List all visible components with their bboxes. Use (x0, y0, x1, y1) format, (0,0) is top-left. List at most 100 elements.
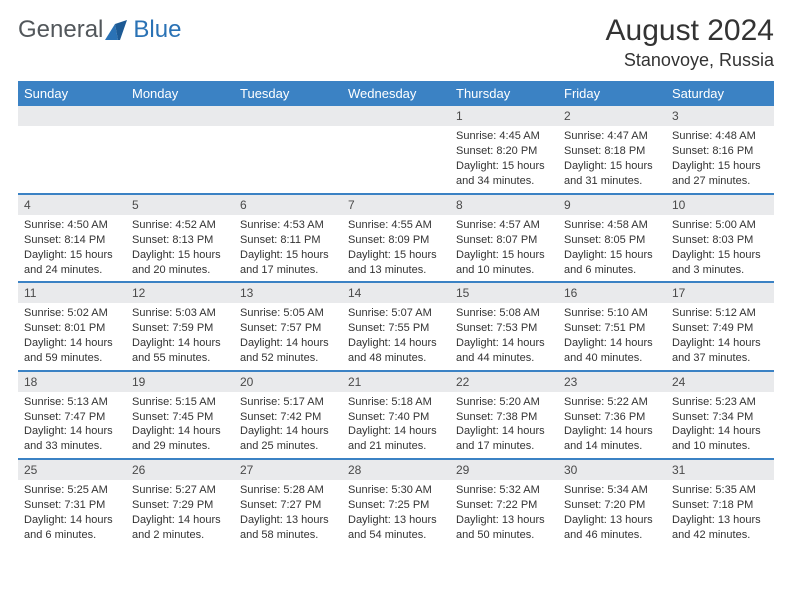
day-body: Sunrise: 5:08 AMSunset: 7:53 PMDaylight:… (450, 303, 558, 369)
sunrise-line: Sunrise: 5:34 AM (564, 483, 660, 498)
calendar-row: 1Sunrise: 4:45 AMSunset: 8:20 PMDaylight… (18, 106, 774, 194)
daylight-line: Daylight: 14 hours and 10 minutes. (672, 424, 768, 454)
day-number: 13 (234, 283, 342, 303)
calendar-cell (18, 106, 126, 194)
sunrise-line: Sunrise: 5:30 AM (348, 483, 444, 498)
daylight-line: Daylight: 14 hours and 29 minutes. (132, 424, 228, 454)
calendar-cell: 17Sunrise: 5:12 AMSunset: 7:49 PMDayligh… (666, 282, 774, 370)
daylight-line: Daylight: 14 hours and 25 minutes. (240, 424, 336, 454)
daylight-line: Daylight: 14 hours and 21 minutes. (348, 424, 444, 454)
day-number: 30 (558, 460, 666, 480)
day-body: Sunrise: 4:50 AMSunset: 8:14 PMDaylight:… (18, 215, 126, 281)
daylight-line: Daylight: 14 hours and 44 minutes. (456, 336, 552, 366)
day-number: 11 (18, 283, 126, 303)
day-number: 21 (342, 372, 450, 392)
day-number: 17 (666, 283, 774, 303)
empty-day-header (234, 106, 342, 126)
daylight-line: Daylight: 13 hours and 50 minutes. (456, 513, 552, 543)
empty-day-body (126, 126, 234, 133)
sunset-line: Sunset: 7:34 PM (672, 410, 768, 425)
daylight-line: Daylight: 14 hours and 40 minutes. (564, 336, 660, 366)
day-body: Sunrise: 4:55 AMSunset: 8:09 PMDaylight:… (342, 215, 450, 281)
weekday-header: Monday (126, 81, 234, 106)
sunset-line: Sunset: 8:07 PM (456, 233, 552, 248)
day-body: Sunrise: 4:52 AMSunset: 8:13 PMDaylight:… (126, 215, 234, 281)
calendar-cell: 2Sunrise: 4:47 AMSunset: 8:18 PMDaylight… (558, 106, 666, 194)
daylight-line: Daylight: 15 hours and 27 minutes. (672, 159, 768, 189)
logo-mark-icon (105, 20, 131, 40)
calendar-cell: 9Sunrise: 4:58 AMSunset: 8:05 PMDaylight… (558, 194, 666, 282)
day-number: 18 (18, 372, 126, 392)
sunrise-line: Sunrise: 5:35 AM (672, 483, 768, 498)
sunrise-line: Sunrise: 5:27 AM (132, 483, 228, 498)
sunset-line: Sunset: 7:53 PM (456, 321, 552, 336)
sunrise-line: Sunrise: 5:22 AM (564, 395, 660, 410)
day-body: Sunrise: 5:22 AMSunset: 7:36 PMDaylight:… (558, 392, 666, 458)
sunrise-line: Sunrise: 5:15 AM (132, 395, 228, 410)
calendar-cell: 4Sunrise: 4:50 AMSunset: 8:14 PMDaylight… (18, 194, 126, 282)
daylight-line: Daylight: 14 hours and 52 minutes. (240, 336, 336, 366)
day-body: Sunrise: 5:10 AMSunset: 7:51 PMDaylight:… (558, 303, 666, 369)
empty-day-body (342, 126, 450, 133)
sunset-line: Sunset: 7:51 PM (564, 321, 660, 336)
sunset-line: Sunset: 7:29 PM (132, 498, 228, 513)
day-number: 15 (450, 283, 558, 303)
day-body: Sunrise: 5:20 AMSunset: 7:38 PMDaylight:… (450, 392, 558, 458)
daylight-line: Daylight: 13 hours and 42 minutes. (672, 513, 768, 543)
day-number: 6 (234, 195, 342, 215)
sunrise-line: Sunrise: 4:53 AM (240, 218, 336, 233)
calendar-cell: 6Sunrise: 4:53 AMSunset: 8:11 PMDaylight… (234, 194, 342, 282)
calendar-cell: 11Sunrise: 5:02 AMSunset: 8:01 PMDayligh… (18, 282, 126, 370)
day-number: 8 (450, 195, 558, 215)
calendar-cell: 29Sunrise: 5:32 AMSunset: 7:22 PMDayligh… (450, 459, 558, 547)
weekday-header: Wednesday (342, 81, 450, 106)
calendar-cell: 12Sunrise: 5:03 AMSunset: 7:59 PMDayligh… (126, 282, 234, 370)
calendar-cell: 7Sunrise: 4:55 AMSunset: 8:09 PMDaylight… (342, 194, 450, 282)
daylight-line: Daylight: 14 hours and 48 minutes. (348, 336, 444, 366)
day-number: 31 (666, 460, 774, 480)
daylight-line: Daylight: 15 hours and 3 minutes. (672, 248, 768, 278)
sunset-line: Sunset: 7:57 PM (240, 321, 336, 336)
calendar-cell: 21Sunrise: 5:18 AMSunset: 7:40 PMDayligh… (342, 371, 450, 459)
day-body: Sunrise: 5:23 AMSunset: 7:34 PMDaylight:… (666, 392, 774, 458)
sunrise-line: Sunrise: 5:05 AM (240, 306, 336, 321)
calendar-cell: 16Sunrise: 5:10 AMSunset: 7:51 PMDayligh… (558, 282, 666, 370)
sunrise-line: Sunrise: 4:50 AM (24, 218, 120, 233)
calendar-cell: 25Sunrise: 5:25 AMSunset: 7:31 PMDayligh… (18, 459, 126, 547)
daylight-line: Daylight: 14 hours and 2 minutes. (132, 513, 228, 543)
day-body: Sunrise: 4:47 AMSunset: 8:18 PMDaylight:… (558, 126, 666, 192)
day-body: Sunrise: 5:18 AMSunset: 7:40 PMDaylight:… (342, 392, 450, 458)
day-body: Sunrise: 5:17 AMSunset: 7:42 PMDaylight:… (234, 392, 342, 458)
daylight-line: Daylight: 15 hours and 6 minutes. (564, 248, 660, 278)
day-number: 9 (558, 195, 666, 215)
calendar-cell: 3Sunrise: 4:48 AMSunset: 8:16 PMDaylight… (666, 106, 774, 194)
day-body: Sunrise: 5:00 AMSunset: 8:03 PMDaylight:… (666, 215, 774, 281)
day-body: Sunrise: 5:07 AMSunset: 7:55 PMDaylight:… (342, 303, 450, 369)
sunrise-line: Sunrise: 5:12 AM (672, 306, 768, 321)
daylight-line: Daylight: 13 hours and 54 minutes. (348, 513, 444, 543)
day-number: 10 (666, 195, 774, 215)
month-title: August 2024 (606, 14, 774, 48)
day-body: Sunrise: 5:35 AMSunset: 7:18 PMDaylight:… (666, 480, 774, 546)
calendar-row: 18Sunrise: 5:13 AMSunset: 7:47 PMDayligh… (18, 371, 774, 459)
day-body: Sunrise: 4:57 AMSunset: 8:07 PMDaylight:… (450, 215, 558, 281)
header: General Blue August 2024 Stanovoye, Russ… (18, 14, 774, 71)
sunrise-line: Sunrise: 4:52 AM (132, 218, 228, 233)
sunset-line: Sunset: 7:40 PM (348, 410, 444, 425)
calendar-body: 1Sunrise: 4:45 AMSunset: 8:20 PMDaylight… (18, 106, 774, 547)
day-number: 14 (342, 283, 450, 303)
calendar-cell: 24Sunrise: 5:23 AMSunset: 7:34 PMDayligh… (666, 371, 774, 459)
daylight-line: Daylight: 15 hours and 24 minutes. (24, 248, 120, 278)
calendar-cell: 23Sunrise: 5:22 AMSunset: 7:36 PMDayligh… (558, 371, 666, 459)
day-body: Sunrise: 4:53 AMSunset: 8:11 PMDaylight:… (234, 215, 342, 281)
day-number: 12 (126, 283, 234, 303)
sunset-line: Sunset: 7:25 PM (348, 498, 444, 513)
sunset-line: Sunset: 8:16 PM (672, 144, 768, 159)
weekday-header: Friday (558, 81, 666, 106)
sunset-line: Sunset: 8:09 PM (348, 233, 444, 248)
day-body: Sunrise: 4:48 AMSunset: 8:16 PMDaylight:… (666, 126, 774, 192)
sunrise-line: Sunrise: 5:28 AM (240, 483, 336, 498)
sunrise-line: Sunrise: 5:32 AM (456, 483, 552, 498)
sunset-line: Sunset: 8:13 PM (132, 233, 228, 248)
day-number: 3 (666, 106, 774, 126)
